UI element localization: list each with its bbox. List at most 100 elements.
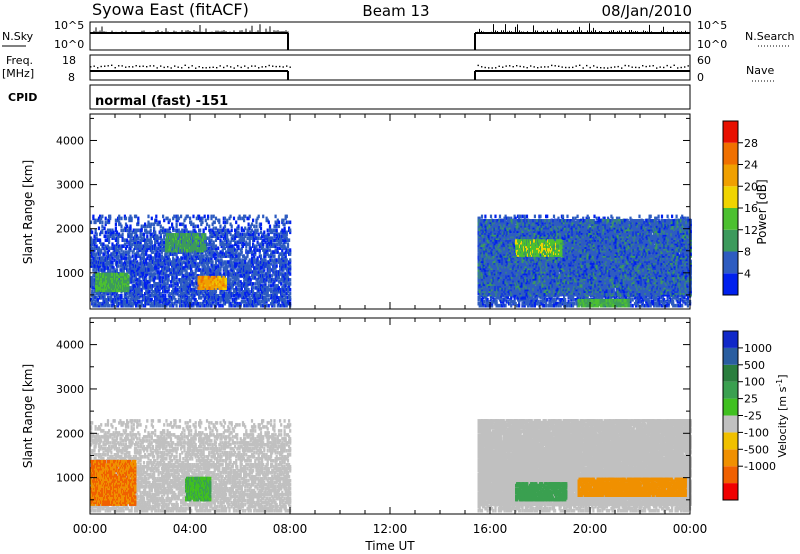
power-cell [169, 258, 171, 262]
freq-dot [202, 67, 203, 68]
power-cell [213, 215, 215, 219]
freq-dots [90, 65, 689, 69]
power-cell [151, 264, 153, 268]
power-cell [270, 288, 272, 292]
power-cell [249, 215, 251, 219]
power-cell [237, 244, 239, 248]
power-cell [246, 236, 248, 240]
power-cell [251, 250, 253, 254]
power-cell [252, 286, 254, 290]
power-cell [99, 238, 101, 242]
power-cell [249, 290, 251, 294]
freq-dot [506, 65, 507, 66]
power-cell [287, 221, 289, 225]
power-cell [104, 227, 106, 231]
power-cell [101, 221, 103, 225]
freq-dot [195, 68, 196, 69]
power-cell [270, 284, 272, 288]
power-cell [231, 229, 233, 233]
power-cell [169, 227, 171, 231]
nsky-tick-top: 10^5 [54, 19, 84, 32]
nsearch-tick-top: 10^5 [697, 19, 727, 32]
power-cell [137, 217, 139, 221]
freq-dot [523, 66, 524, 67]
freq-dot [618, 66, 619, 67]
power-cell [117, 254, 119, 258]
freq-dot [611, 67, 612, 68]
freq-dot [108, 65, 109, 66]
power-cell [120, 217, 122, 221]
power-cell [254, 282, 256, 286]
power-cell [115, 227, 117, 231]
power-cell [275, 215, 277, 219]
power-cell [129, 286, 131, 290]
power-cell [126, 225, 128, 229]
power-cell [251, 229, 253, 233]
power-cell [165, 286, 167, 290]
power-cell [267, 229, 269, 233]
freq-dot [520, 66, 521, 67]
power-cell [123, 250, 125, 254]
power-cell [176, 304, 178, 308]
freq-dot [230, 66, 231, 67]
freq-dot [541, 66, 542, 67]
freq-dot [625, 65, 626, 66]
power-cell [109, 215, 111, 219]
power-cell [105, 221, 107, 225]
freq-dot [237, 65, 238, 66]
freq-dot [181, 67, 182, 68]
freq-dot [562, 66, 563, 67]
freq-dot [269, 65, 270, 66]
freq-tick-bottom: 8 [68, 71, 75, 84]
power-cell [126, 244, 128, 248]
power-cell [164, 229, 166, 233]
power-cell [163, 219, 165, 223]
freq-dot [111, 65, 112, 66]
power-cell [289, 296, 291, 300]
freq-dot [118, 65, 119, 66]
freq-dot [174, 65, 175, 66]
power-cell [214, 221, 216, 225]
power-cell [262, 242, 264, 246]
power-cell [203, 229, 205, 233]
power-cell [519, 215, 521, 219]
power-cell [151, 298, 153, 302]
power-cell [250, 246, 252, 250]
power-cell [488, 300, 490, 304]
power-cell [129, 225, 131, 229]
freq-dot [286, 65, 287, 66]
power-cell [269, 266, 271, 270]
power-cell [215, 217, 217, 221]
power-cell [237, 225, 239, 229]
power-cell [237, 278, 239, 282]
power-cell [129, 256, 131, 260]
power-cell [219, 304, 221, 308]
power-cell [155, 246, 157, 250]
power-cell [224, 217, 226, 221]
power-cell [132, 254, 134, 258]
power-cell [117, 264, 119, 268]
freq-dot [530, 65, 531, 66]
power-cell [268, 284, 270, 288]
power-cell [270, 262, 272, 266]
freq-dot [171, 67, 172, 68]
power-cell [277, 246, 279, 250]
power-cell [141, 280, 143, 284]
freq-dot [244, 65, 245, 66]
nave-tick-top: 60 [697, 54, 711, 67]
power-cell [160, 225, 162, 229]
freq-dot [509, 65, 510, 66]
power-cell [258, 215, 260, 219]
power-cell [276, 258, 278, 262]
freq-tick-top: 18 [62, 54, 76, 67]
nave-tick-bottom: 0 [697, 71, 704, 84]
power-cell [273, 254, 275, 258]
power-cell [131, 238, 133, 242]
freq-dot [283, 66, 284, 67]
freq-dot [241, 67, 242, 68]
freq-dot [534, 66, 535, 67]
power-cell [137, 229, 139, 233]
power-cell [159, 221, 161, 225]
power-cell [498, 304, 500, 308]
power-cell [105, 234, 107, 238]
